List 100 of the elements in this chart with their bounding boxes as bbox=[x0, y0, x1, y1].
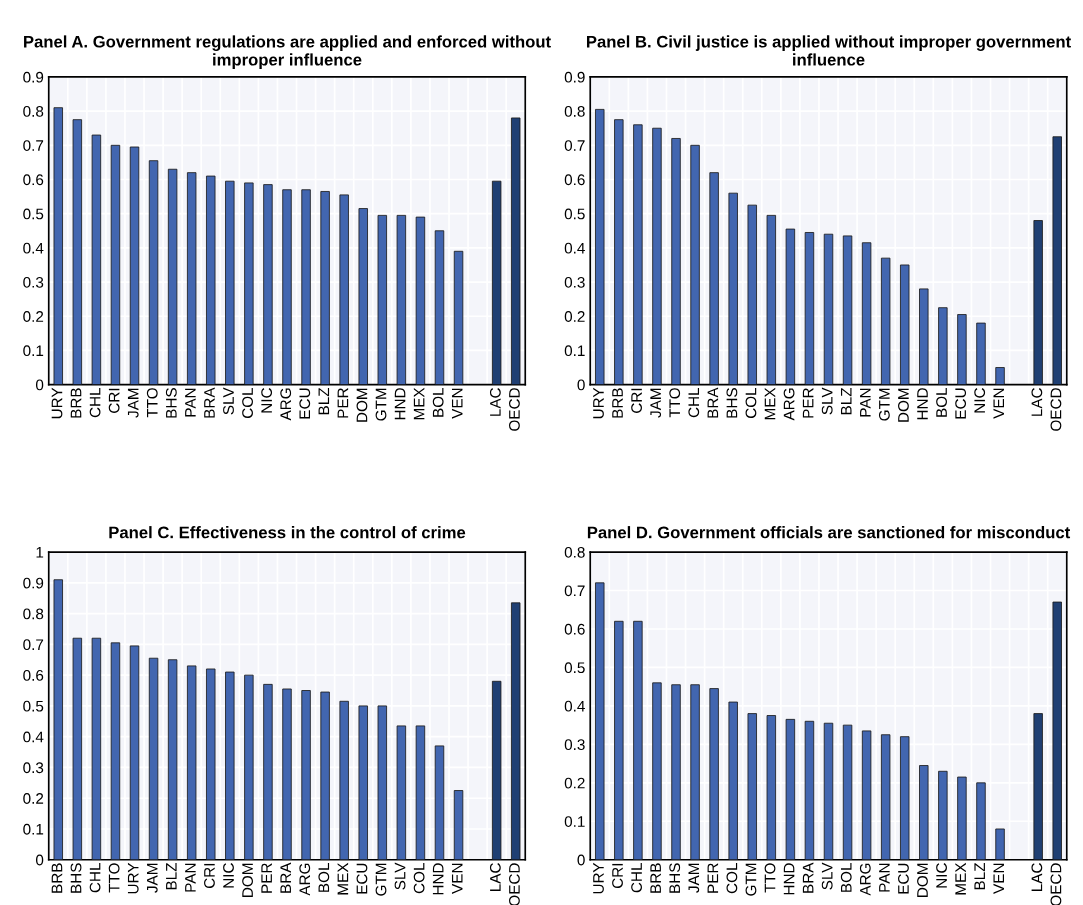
bar bbox=[747, 204, 757, 385]
x-tick-label: GTM bbox=[375, 388, 387, 421]
y-tick-label: 0.1 bbox=[564, 345, 585, 357]
x-tick-label: BLZ bbox=[974, 863, 985, 890]
x-tick-label: BLZ bbox=[166, 863, 177, 890]
x-tick-label: TTO bbox=[669, 388, 681, 418]
x-tick-label: PAN bbox=[860, 388, 871, 417]
bar bbox=[747, 713, 757, 860]
bar bbox=[709, 172, 719, 385]
bar bbox=[186, 665, 197, 860]
y-tick-label: 0.2 bbox=[23, 793, 44, 804]
y-tick-label: 0.3 bbox=[564, 739, 585, 751]
x-tick-label: VEN bbox=[993, 388, 1004, 419]
bar bbox=[900, 264, 910, 385]
x-tick-label: PAN bbox=[185, 863, 196, 892]
bar bbox=[861, 242, 872, 385]
bar bbox=[804, 232, 815, 385]
y-tick-label: 0.5 bbox=[23, 208, 44, 220]
bar bbox=[110, 642, 121, 860]
bar bbox=[861, 730, 872, 860]
x-tick-label: COL bbox=[726, 863, 738, 894]
x-tick-label: OECD bbox=[1050, 388, 1062, 431]
bar bbox=[728, 701, 738, 860]
bar bbox=[244, 674, 254, 860]
y-tick-label: 0.4 bbox=[564, 700, 585, 712]
bar bbox=[633, 620, 643, 860]
x-tick-label: LAC bbox=[1031, 863, 1043, 891]
y-tick-label: 0.2 bbox=[23, 311, 44, 322]
bar bbox=[785, 228, 796, 385]
x-tick-label: HND bbox=[394, 388, 406, 420]
x-tick-label: HND bbox=[432, 863, 444, 895]
bar bbox=[53, 579, 63, 860]
y-tick-label: 0.8 bbox=[564, 105, 585, 117]
bar bbox=[91, 637, 102, 860]
bar bbox=[938, 770, 948, 860]
bar bbox=[167, 659, 178, 860]
x-tick-label: VEN bbox=[451, 388, 463, 419]
bar bbox=[728, 192, 738, 385]
bar bbox=[206, 668, 216, 860]
x-tick-label: ARG bbox=[280, 388, 292, 421]
bar bbox=[976, 322, 986, 385]
x-tick-label: BLZ bbox=[318, 387, 330, 415]
x-tick-label: JAM bbox=[147, 863, 158, 893]
y-tick-label: 0.4 bbox=[564, 242, 585, 254]
y-tick-label: 0.7 bbox=[23, 639, 44, 651]
y-tick-label: 0.3 bbox=[564, 276, 585, 288]
bar bbox=[1033, 713, 1043, 860]
bar bbox=[880, 734, 891, 860]
x-tick-label: BLZ bbox=[841, 387, 852, 415]
x-tick-label: URY bbox=[593, 387, 604, 419]
x-tick-label: MEX bbox=[955, 862, 966, 895]
y-tick-label: 0.7 bbox=[564, 585, 585, 597]
x-tick-label: COL bbox=[242, 387, 253, 419]
y-tick-label: 0.3 bbox=[23, 762, 44, 774]
x-tick-label: URY bbox=[51, 387, 63, 419]
bar bbox=[842, 235, 853, 385]
x-tick-label: BOL bbox=[432, 387, 444, 417]
bar bbox=[957, 776, 967, 860]
y-tick-label: 0.1 bbox=[564, 816, 585, 827]
bar bbox=[823, 233, 834, 385]
bar bbox=[453, 250, 464, 385]
bar bbox=[129, 645, 140, 860]
bar bbox=[652, 682, 662, 860]
x-tick-label: URY bbox=[127, 862, 139, 894]
bar bbox=[957, 314, 967, 385]
bar bbox=[282, 189, 292, 385]
y-tick-label: 0.6 bbox=[23, 670, 44, 681]
bar bbox=[415, 216, 426, 385]
bar bbox=[339, 700, 349, 860]
x-tick-label: MEX bbox=[764, 387, 776, 420]
y-tick-label: 0.3 bbox=[23, 276, 44, 288]
bar bbox=[396, 725, 407, 860]
x-tick-label: GTM bbox=[745, 863, 757, 896]
x-tick-label: BRA bbox=[204, 387, 215, 418]
x-tick-label: CRI bbox=[108, 388, 120, 413]
bar bbox=[415, 725, 426, 860]
bar bbox=[511, 602, 521, 860]
bar bbox=[358, 705, 368, 860]
bar bbox=[91, 134, 102, 385]
bar bbox=[244, 182, 254, 385]
bar bbox=[72, 637, 83, 860]
x-tick-label: CHL bbox=[89, 387, 101, 418]
bar bbox=[320, 691, 330, 860]
bar bbox=[919, 765, 929, 860]
bar bbox=[72, 119, 83, 385]
x-tick-label: DOM bbox=[356, 388, 368, 422]
x-tick-label: TTO bbox=[108, 863, 120, 893]
chart-title: Panel D. Government officials are sanctioned for misconduct bbox=[587, 526, 1071, 539]
x-tick-label: JAM bbox=[127, 388, 139, 418]
bar bbox=[358, 208, 368, 385]
x-tick-label: BOL bbox=[318, 863, 330, 892]
bar bbox=[595, 582, 605, 860]
x-tick-label: LAC bbox=[1031, 387, 1043, 416]
bar bbox=[434, 745, 445, 860]
x-tick-label: PER bbox=[337, 388, 349, 418]
x-tick-label: ARG bbox=[299, 863, 311, 896]
bar bbox=[690, 144, 700, 385]
y-tick-label: 0.2 bbox=[564, 311, 585, 322]
x-tick-label: BHS bbox=[70, 863, 82, 893]
x-tick-label: SLV bbox=[821, 387, 833, 415]
